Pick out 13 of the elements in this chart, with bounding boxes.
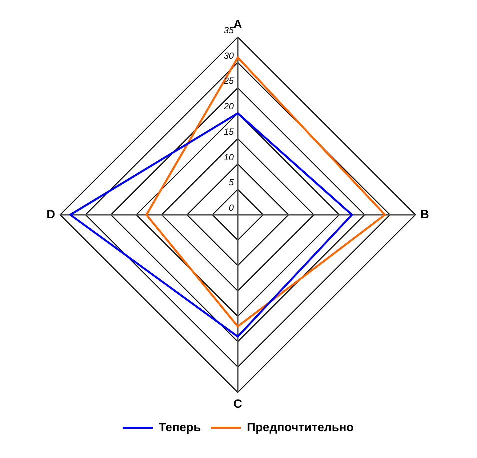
y-tick-label: 10 xyxy=(224,152,234,162)
legend-label: Теперь xyxy=(159,420,202,434)
y-tick-label: 30 xyxy=(224,50,234,61)
y-tick-label: 5 xyxy=(228,178,235,188)
spoke-label: C xyxy=(234,397,243,412)
y-tick-label: 35 xyxy=(224,25,235,36)
y-tick-label: 15 xyxy=(224,126,235,137)
spoke-label: B xyxy=(420,207,430,222)
y-tick-label: 20 xyxy=(222,102,234,112)
spoke-label: A xyxy=(234,18,243,32)
legend-label: Предпочтительно xyxy=(247,420,354,434)
y-tick-label: 0 xyxy=(228,203,234,213)
spoke-label: D xyxy=(46,207,56,222)
